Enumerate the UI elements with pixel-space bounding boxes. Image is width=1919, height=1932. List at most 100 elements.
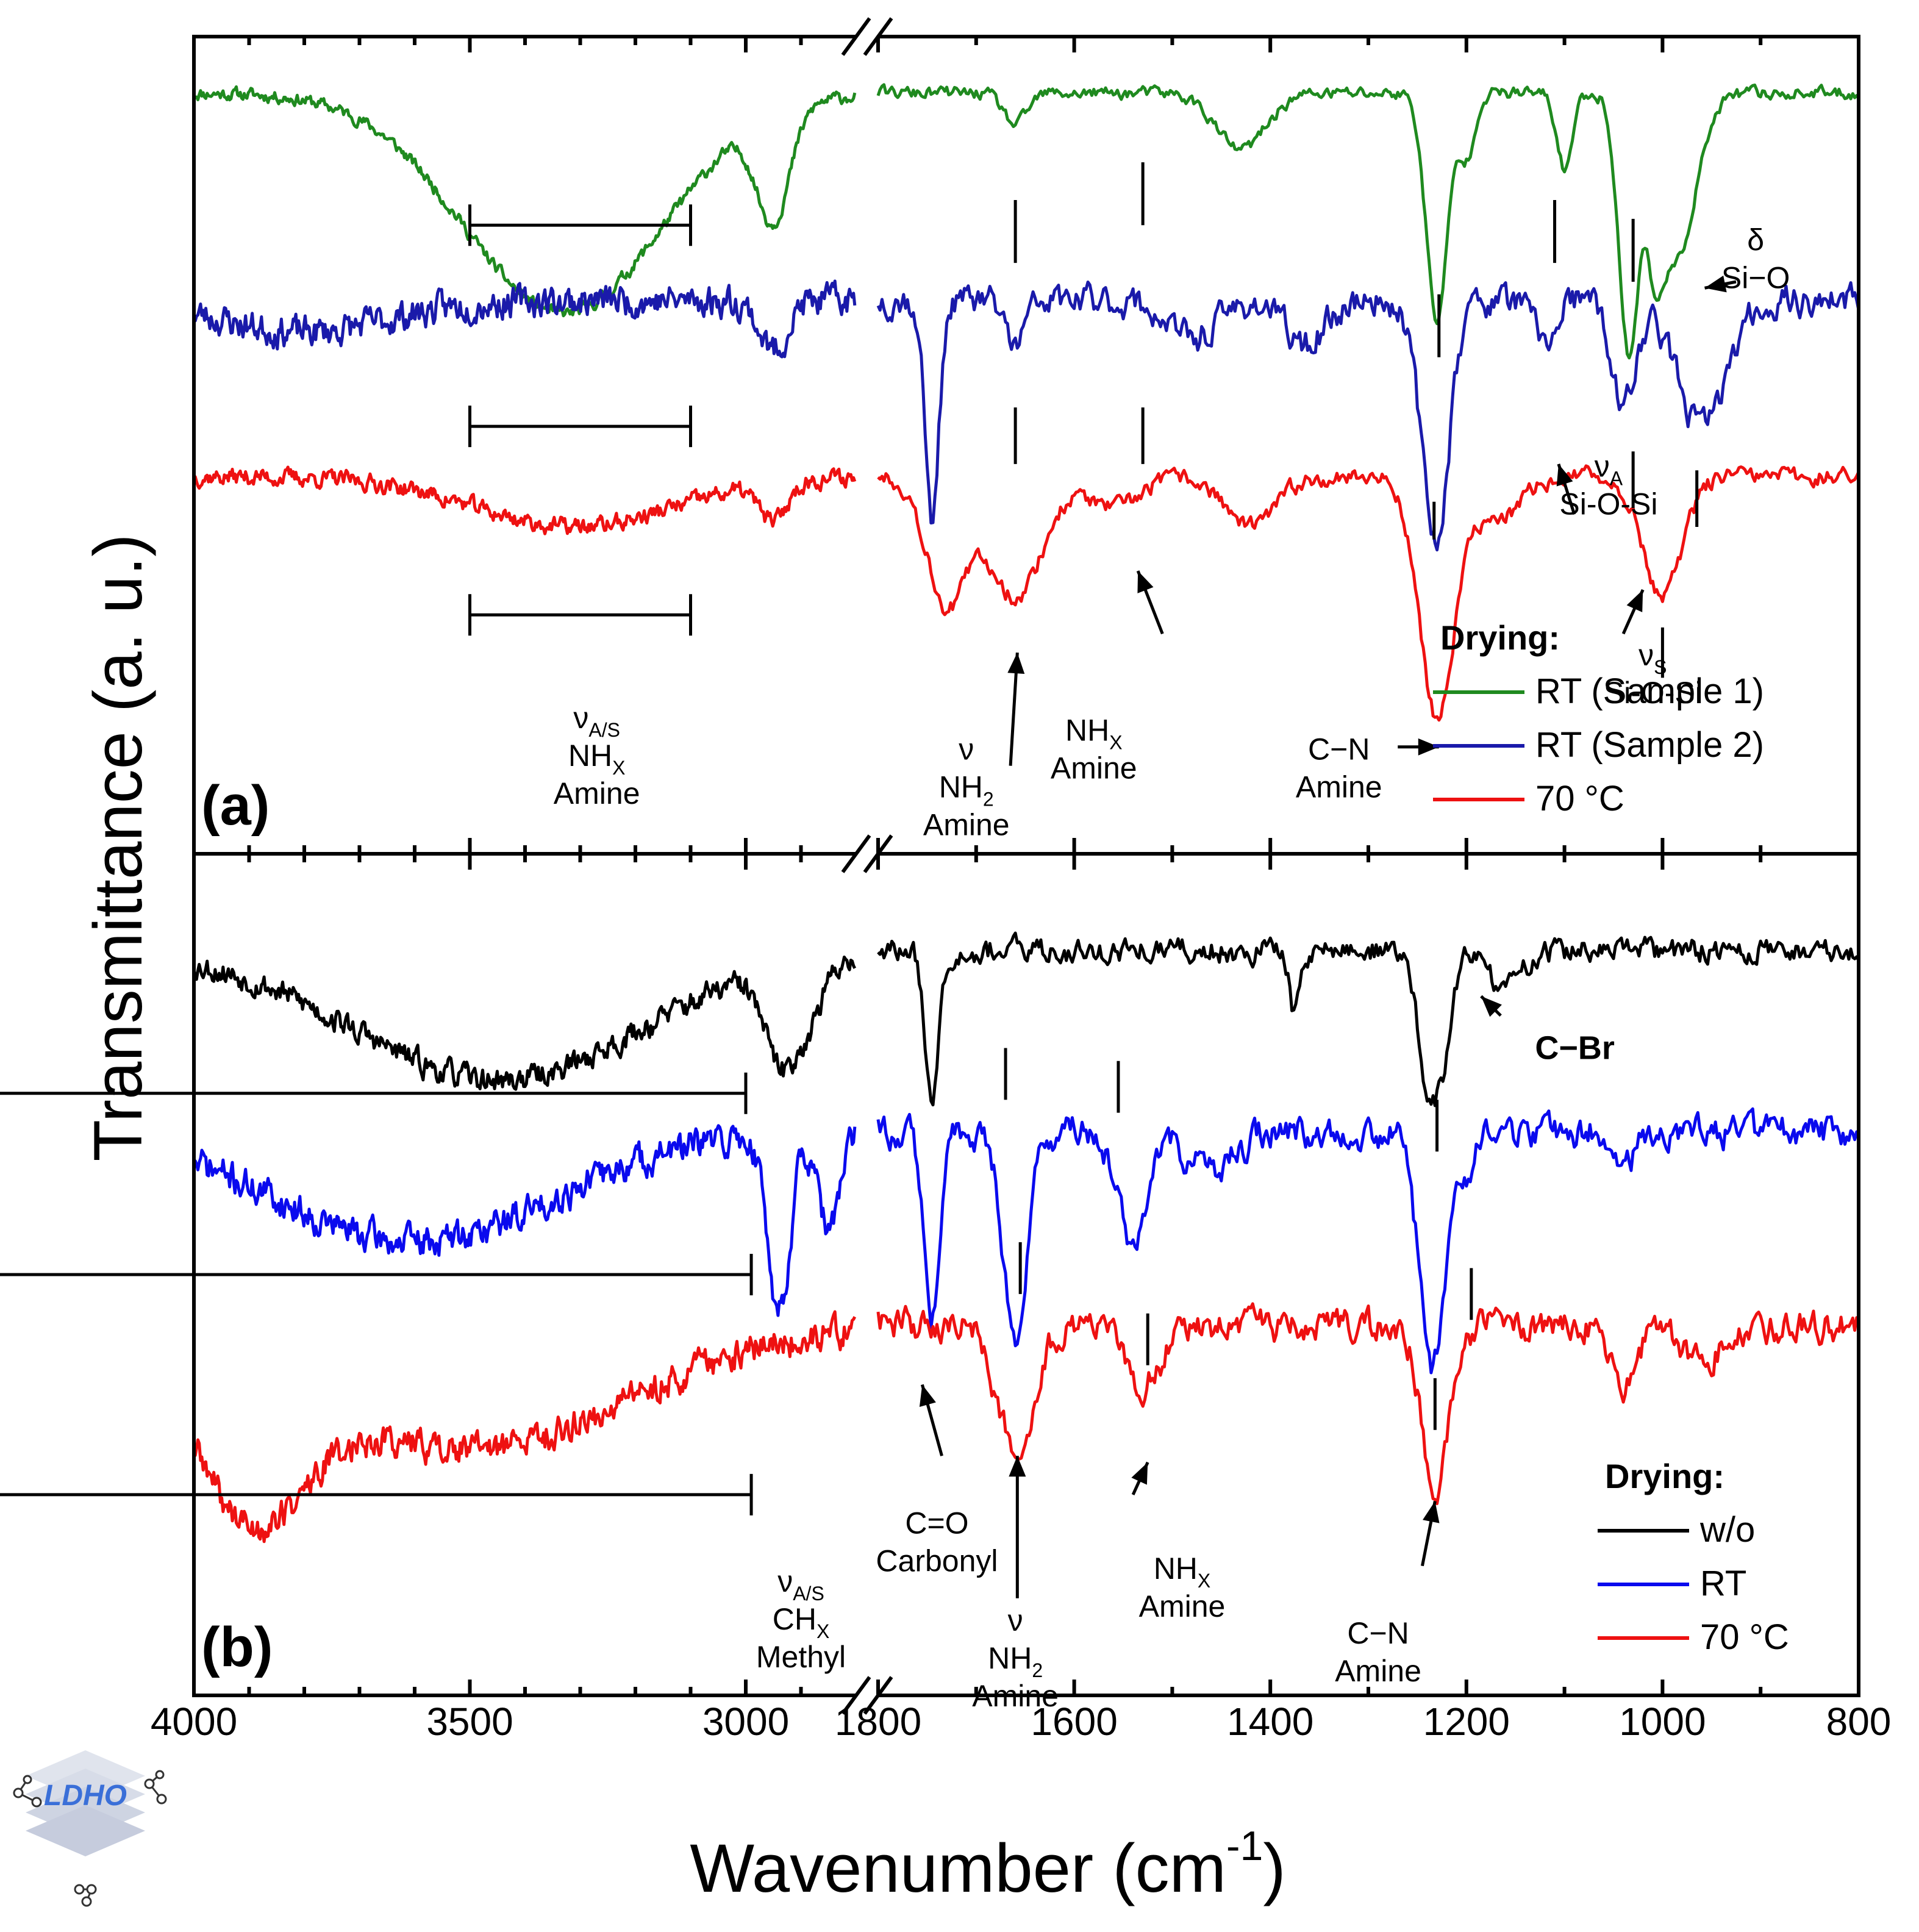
logo-atom-3 [23,1775,32,1784]
x-tick-label-4000: 4000 [151,1700,237,1744]
annotation-main-text: ν [777,1564,793,1598]
x-tick-label-1600: 1600 [1031,1700,1117,1744]
annotation-arrow-2 [1398,738,1439,756]
annotation-line-0: δ [1747,223,1764,257]
annotation-main-text: Amine [1335,1654,1421,1688]
annotation-arrow-1 [1009,1456,1026,1598]
break-slash-0 [841,17,871,56]
arrow-head [1626,590,1643,612]
spectrum-b-1-segment-1 [876,1107,1860,1375]
annotation-main-text: ν [1638,638,1654,672]
panel-b: νA/SCHXMethylC=OCarbonylνNH2AmineNHXAmin… [0,931,1860,1713]
annotation-subscript: A/S [793,1583,824,1605]
legend-label-0: RT (Sample 1) [1535,671,1764,711]
arrow-head [1423,1501,1440,1523]
logo-molecule-icon [13,1770,167,1907]
spectrum-b-0-segment-1 [877,931,1860,1107]
annotation-line-2: Methyl [756,1640,846,1674]
band-annotation-1: C=O Carbonyl [876,1506,998,1578]
annotation-subscript: 2 [983,788,994,810]
annotation-line-1: Amine [1335,1654,1421,1688]
annotation-main-text: Amine [554,776,640,810]
arrow-head [1131,1462,1148,1485]
annotation-main-text: Si-O-Si [1559,487,1657,521]
annotation-line-0: ν [1008,1603,1023,1637]
annotation-main-text: CH [773,1602,817,1636]
annotation-line-1: CHX [773,1602,830,1642]
arrow-head [919,1384,936,1407]
legend-title: Drying: [1605,1457,1724,1495]
annotation-line-0: NHX [1065,713,1123,753]
range-bracket-2 [0,1473,753,1515]
x-axis-title-text: Wavenumber (cm [690,1830,1226,1906]
annotation-line-2: Amine [923,807,1010,842]
logo-atom-4 [144,1778,155,1789]
x-axis-title: Wavenumber (cm-1) [690,1823,1285,1906]
spectrum-a-1-segment-0 [193,279,857,359]
x-tick-label-3000: 3000 [702,1700,789,1744]
range-bracket-0 [468,204,692,246]
arrow-head [1704,275,1727,293]
logo-atom-9 [81,1896,92,1907]
annotation-line-0: νA/S [573,701,620,741]
x-tick-label-1800: 1800 [835,1700,921,1744]
annotation-line-1: NH2 [988,1641,1043,1681]
x-tick-label-1200: 1200 [1423,1700,1510,1744]
annotation-subscript: S [1654,656,1667,678]
annotation-main-text: NH [939,770,983,804]
logo-atom-5 [156,1794,167,1805]
annotation-main-text: Si-O-Si [1604,676,1702,710]
annotation-line-0: νA [1595,449,1623,490]
panel-label: (b) [201,1616,273,1678]
arrow-head [1137,571,1154,593]
annotation-subscript: X [817,1620,829,1642]
annotation-main-text: Carbonyl [876,1544,998,1578]
logo-text: LDHO [44,1780,127,1812]
annotation-subscript: X [1109,731,1122,753]
legend: Drying: w/o RT 70 °C [1598,1457,1789,1657]
spectrum-a-0-segment-0 [193,85,857,318]
legend-title: Drying: [1440,618,1560,657]
x-tick-label-3500: 3500 [426,1700,513,1744]
annotation-main-text: ν [959,732,974,766]
arrow-head [1556,463,1573,487]
logo-layers [26,1750,145,1856]
x-tick-label-1000: 1000 [1619,1700,1706,1744]
logo-atom-7 [74,1884,85,1895]
annotation-main-text: ν [573,701,588,735]
annotation-arrow-5 [1704,275,1737,293]
annotation-line-0: νS [1638,638,1667,678]
break-slash-0 [841,1676,871,1715]
annotation-line-0: C−N [1308,732,1370,766]
annotation-line-1: Amine [1051,751,1137,785]
logo-atom-6 [155,1770,165,1780]
arrow-head [1481,996,1502,1017]
annotation-line-0: NHX [1154,1551,1211,1592]
spectrum-a-0-segment-1 [876,83,1860,360]
arrow-head [1007,653,1025,674]
band-annotation-6: δSi−O [1721,223,1790,295]
annotation-subscript: X [612,757,625,779]
annotation-line-1: Si−O [1721,260,1790,295]
annotation-main-text: ν [1008,1603,1023,1637]
break-slash-0 [841,834,871,873]
annotation-line-2: Amine [554,776,640,810]
annotation-main-text: NH [1154,1551,1198,1586]
annotation-line-1: Amine [1139,1589,1226,1623]
panel-label: (a) [201,775,270,837]
annotation-arrow-4 [1621,589,1645,635]
annotation-main-text: C=O [905,1506,968,1540]
annotation-line-0: C=O [905,1506,968,1540]
spectrum-a-1-segment-1 [876,281,1860,552]
spectrum-b-1-segment-0 [192,1124,857,1317]
annotation-main-text: Si−O [1721,260,1790,295]
annotation-line-1: Si-O-Si [1604,676,1702,710]
arrow-head [1418,738,1439,756]
annotation-subscript: 2 [1032,1659,1043,1681]
